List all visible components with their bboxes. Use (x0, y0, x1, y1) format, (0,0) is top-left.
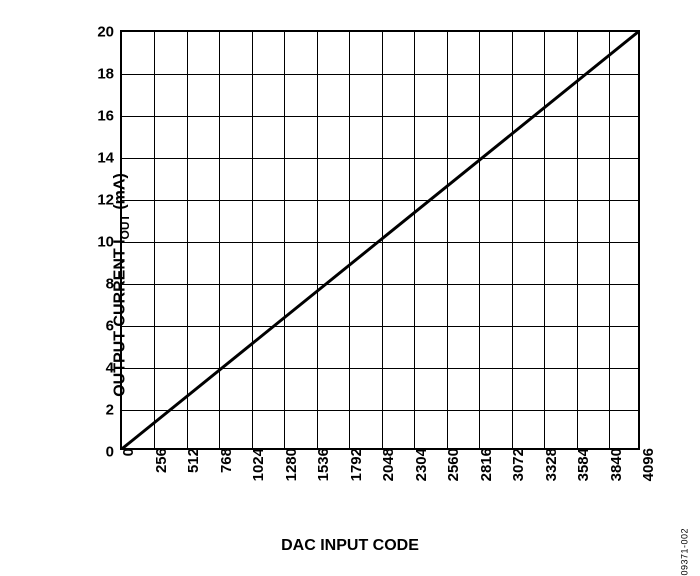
grid-line-vertical (252, 32, 253, 448)
x-tick-label: 512 (179, 448, 202, 473)
grid-line-horizontal (122, 242, 638, 243)
y-tick-label: 14 (97, 150, 122, 167)
x-tick-label: 2304 (407, 448, 430, 481)
data-line (122, 32, 638, 449)
grid-line-vertical (544, 32, 545, 448)
x-axis-label: DAC INPUT CODE (281, 537, 419, 555)
grid-line-horizontal (122, 284, 638, 285)
grid-line-vertical (609, 32, 610, 448)
grid-line-horizontal (122, 74, 638, 75)
x-tick-label: 1536 (309, 448, 332, 481)
grid-line-horizontal (122, 116, 638, 117)
x-tick-label: 1280 (277, 448, 300, 481)
grid-line-vertical (349, 32, 350, 448)
grid-line-vertical (512, 32, 513, 448)
x-tick-label: 2560 (439, 448, 462, 481)
grid-line-horizontal (122, 368, 638, 369)
grid-line-vertical (154, 32, 155, 448)
grid-line-horizontal (122, 326, 638, 327)
grid-line-vertical (479, 32, 480, 448)
grid-line-vertical (187, 32, 188, 448)
grid-line-vertical (219, 32, 220, 448)
y-tick-label: 12 (97, 192, 122, 209)
data-series-line (122, 32, 638, 449)
x-tick-label: 2816 (472, 448, 495, 481)
y-tick-label: 0 (106, 444, 122, 461)
grid-line-vertical (414, 32, 415, 448)
x-tick-label: 3584 (569, 448, 592, 481)
x-tick-label: 768 (212, 448, 235, 473)
x-tick-label: 1792 (342, 448, 365, 481)
y-tick-label: 2 (106, 402, 122, 419)
grid-line-vertical (577, 32, 578, 448)
y-tick-label: 8 (106, 276, 122, 293)
grid-line-vertical (447, 32, 448, 448)
figure-id: 09371-002 (680, 528, 690, 576)
x-tick-label: 1024 (244, 448, 267, 481)
x-tick-label: 4096 (634, 448, 657, 481)
grid-line-vertical (382, 32, 383, 448)
y-tick-label: 16 (97, 108, 122, 125)
x-tick-label: 256 (147, 448, 170, 473)
plot-area: 0256512768102412801536179220482304256028… (120, 30, 640, 450)
chart-container: OUTPUT CURRENT IOUT (mA) 025651276810241… (40, 20, 660, 550)
grid-line-horizontal (122, 158, 638, 159)
y-tick-label: 20 (97, 24, 122, 41)
x-tick-label: 2048 (374, 448, 397, 481)
y-tick-label: 6 (106, 318, 122, 335)
y-tick-label: 4 (106, 360, 122, 377)
x-tick-label: 3328 (537, 448, 560, 481)
grid-line-horizontal (122, 200, 638, 201)
y-tick-label: 18 (97, 66, 122, 83)
grid-line-horizontal (122, 410, 638, 411)
grid-line-vertical (317, 32, 318, 448)
y-tick-label: 10 (97, 234, 122, 251)
x-tick-label: 3072 (504, 448, 527, 481)
x-tick-label: 3840 (602, 448, 625, 481)
grid-line-vertical (284, 32, 285, 448)
